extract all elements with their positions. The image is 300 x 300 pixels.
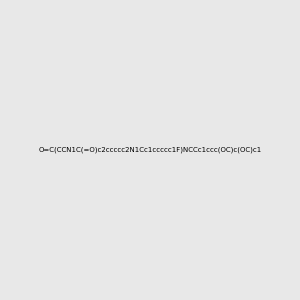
Text: O=C(CCN1C(=O)c2ccccc2N1Cc1ccccc1F)NCCc1ccc(OC)c(OC)c1: O=C(CCN1C(=O)c2ccccc2N1Cc1ccccc1F)NCCc1c… — [38, 147, 262, 153]
